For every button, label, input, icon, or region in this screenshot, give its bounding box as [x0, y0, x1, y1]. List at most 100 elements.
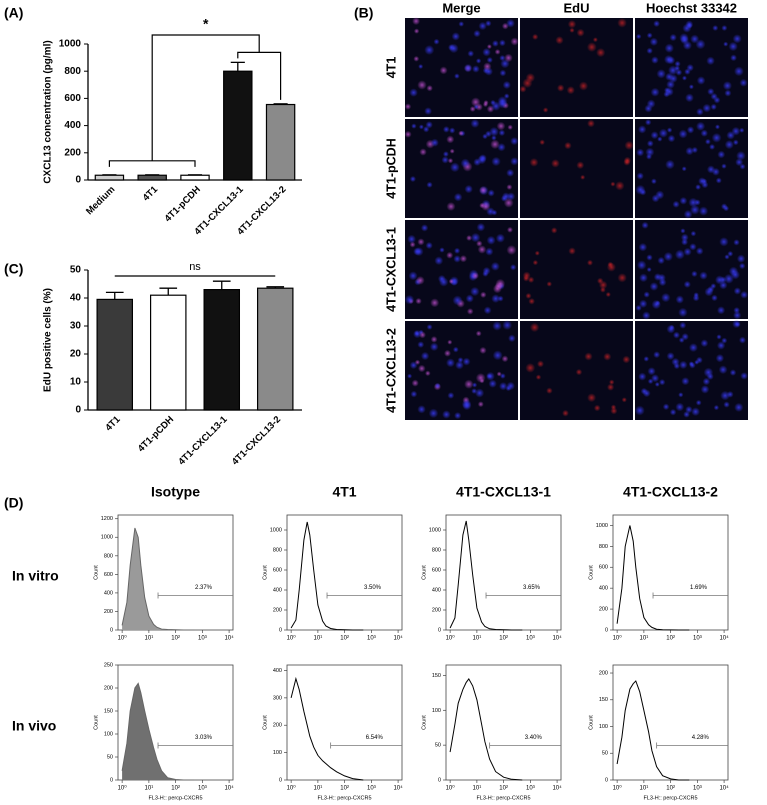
cell-dot — [682, 75, 687, 81]
y-axis-label: Count — [421, 565, 427, 580]
bar — [180, 174, 210, 181]
cell-dot — [641, 221, 649, 229]
cell-dot — [439, 247, 445, 253]
column-header: Isotype — [151, 484, 200, 500]
cell-dot — [650, 87, 660, 97]
cell-dot — [562, 409, 569, 417]
cell-dot — [691, 146, 698, 154]
cell-dot — [684, 68, 691, 75]
cell-dot — [712, 25, 719, 31]
cell-dot — [420, 224, 429, 232]
cell-dot — [683, 411, 690, 418]
cell-dot — [452, 346, 459, 353]
cell-dot — [551, 227, 558, 234]
cell-dot — [496, 121, 506, 131]
cell-dot — [409, 241, 416, 248]
cell-dot — [490, 261, 500, 271]
x-tick-label: 10³ — [693, 636, 702, 642]
x-tick-label: 10² — [499, 636, 508, 642]
cell-dot — [696, 76, 706, 85]
cell-dot — [665, 159, 675, 170]
cell-dot — [659, 379, 666, 386]
cell-dot — [624, 140, 634, 150]
cell-dot — [739, 336, 746, 344]
cell-dot — [733, 307, 740, 314]
x-tick-label: 10⁴ — [719, 635, 729, 642]
cell-dot — [654, 381, 660, 387]
cell-dot — [597, 277, 604, 285]
cell-dot — [409, 175, 416, 183]
cell-dot — [482, 101, 489, 108]
cell-dot — [473, 29, 481, 38]
cell-dot — [482, 47, 491, 57]
cell-dot — [710, 103, 717, 111]
cell-dot — [485, 371, 495, 381]
y-tick-label: 200 — [599, 607, 608, 613]
y-tick-label: 600 — [64, 93, 81, 104]
row-label: 4T1-CXCL13-2 — [384, 328, 398, 413]
cell-dot — [681, 166, 687, 172]
y-axis-label: Count — [588, 715, 594, 730]
cell-dot — [646, 47, 653, 54]
cell-dot — [688, 197, 698, 208]
x-tick-label: 10¹ — [145, 636, 154, 642]
cell-dot — [506, 381, 515, 391]
cell-dot — [664, 43, 674, 53]
cell-dot — [475, 330, 482, 337]
column-header: 4T1-CXCL13-1 — [456, 484, 551, 500]
cell-dot — [476, 240, 483, 247]
cell-dot — [685, 93, 694, 103]
cell-dot — [507, 226, 513, 233]
cell-dot — [639, 188, 647, 196]
cell-dot — [454, 412, 462, 420]
x-tick-label: 10² — [340, 636, 349, 642]
y-tick-label: 250 — [104, 662, 113, 668]
cell-dot — [575, 368, 583, 376]
x-tick-label: 4T1-pCDH — [163, 184, 203, 224]
cell-dot — [674, 249, 685, 260]
cell-dot — [664, 54, 674, 65]
cell-dot — [732, 139, 739, 146]
cell-dot — [534, 250, 540, 256]
cell-dot — [691, 407, 700, 417]
cell-dot — [455, 360, 464, 370]
cell-dot — [470, 286, 480, 297]
x-tick-label: 10¹ — [145, 786, 154, 792]
cell-dot — [413, 247, 422, 256]
y-tick-label: 800 — [599, 544, 608, 550]
cell-dot — [492, 321, 502, 331]
cell-dot — [446, 251, 454, 259]
x-tick-label: 10² — [666, 786, 675, 792]
cell-dot — [499, 69, 507, 77]
cell-dot — [680, 35, 689, 45]
cell-dot — [655, 300, 661, 306]
cell-dot — [680, 228, 686, 234]
cell-dot — [502, 320, 513, 330]
x-tick-label: 10⁰ — [613, 635, 623, 642]
cell-dot — [638, 242, 648, 252]
cell-dot — [555, 36, 564, 45]
x-tick-label: 10² — [340, 786, 349, 792]
cell-dot — [410, 390, 418, 398]
cell-dot — [679, 360, 688, 370]
cell-dot — [702, 103, 712, 113]
y-tick-label: 50 — [602, 751, 608, 757]
cell-dot — [568, 247, 576, 255]
cell-dot — [467, 50, 475, 57]
x-axis-label: FL3-H:: percp-CXCR5 — [476, 795, 530, 801]
cell-dot — [539, 139, 545, 146]
cell-dot — [424, 45, 435, 55]
cell-dot — [425, 370, 431, 377]
cell-dot — [417, 80, 427, 90]
cell-dot — [476, 222, 486, 232]
y-tick-label: 0 — [279, 627, 282, 633]
column-header: EdU — [564, 0, 590, 15]
micrograph-cells — [407, 320, 516, 420]
cell-dot — [695, 399, 702, 406]
y-tick-label: 0 — [110, 777, 113, 783]
x-tick-label: 10⁰ — [287, 635, 297, 642]
cell-dot — [470, 119, 480, 128]
cell-dot — [647, 378, 654, 385]
cell-dot — [638, 125, 647, 134]
cell-dot — [686, 126, 695, 134]
